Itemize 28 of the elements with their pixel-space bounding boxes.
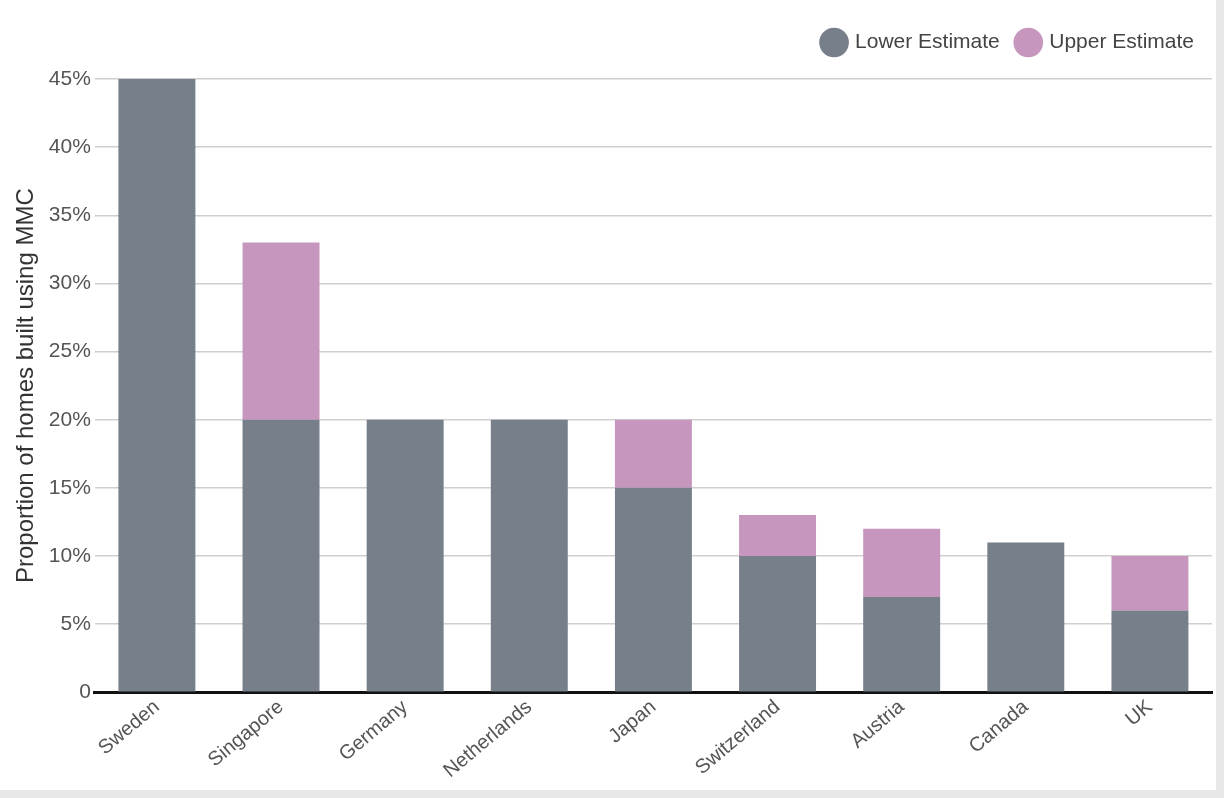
- bar: [490, 419, 568, 692]
- bar: [863, 596, 941, 692]
- bar: [1111, 610, 1189, 692]
- bar: [863, 528, 941, 597]
- bar: [1111, 556, 1189, 611]
- y-tick-label: 10%: [48, 542, 91, 566]
- legend-label: Upper Estimate: [1049, 29, 1195, 53]
- y-tick-label: 0: [79, 679, 91, 703]
- bar: [118, 79, 196, 692]
- bar: [739, 556, 817, 692]
- bar: [614, 419, 692, 488]
- y-tick-label: 35%: [48, 202, 91, 226]
- y-tick-label: 40%: [48, 133, 91, 157]
- bar: [366, 419, 444, 692]
- y-tick-label: 5%: [60, 610, 91, 634]
- y-tick-label: 25%: [48, 338, 91, 362]
- bar: [614, 487, 692, 692]
- bar: [242, 242, 320, 420]
- y-tick-label: 15%: [48, 474, 91, 498]
- legend-label: Lower Estimate: [855, 29, 1000, 53]
- y-axis-title: Proportion of homes built using MMC: [11, 188, 39, 584]
- y-tick-label: 45%: [48, 65, 91, 89]
- bar: [739, 515, 817, 557]
- y-tick-label: 20%: [48, 406, 91, 430]
- y-tick-label: 30%: [48, 270, 91, 294]
- bar: [987, 542, 1065, 692]
- bar: [242, 419, 320, 692]
- x-tick-label: UK: [1120, 694, 1157, 730]
